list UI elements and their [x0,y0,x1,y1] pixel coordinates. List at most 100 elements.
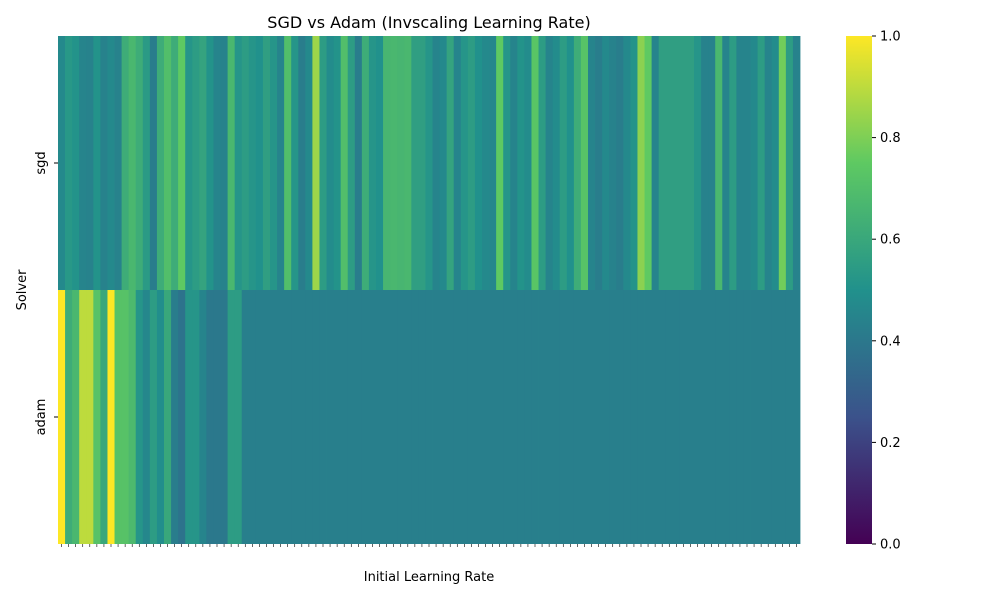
heatmap-cell-sgd-90 [694,36,702,290]
heatmap-cell-adam-71 [559,290,568,544]
heatmap-cell-sgd-76 [595,36,603,290]
heatmap-cell-adam-90 [694,290,702,544]
heatmap-cell-sgd-49 [404,36,412,290]
heatmap-cell-adam-9 [121,290,130,544]
heatmap-cell-adam-95 [729,290,737,544]
y-tick-label-adam: adam [34,399,49,436]
heatmap-cell-sgd-6 [100,36,108,290]
heatmap-cell-sgd-80 [623,36,631,290]
heatmap-cell-adam-55 [446,290,455,544]
heatmap-cell-sgd-4 [86,36,94,290]
heatmap-cell-sgd-30 [270,36,278,290]
heatmap-cell-sgd-42 [354,36,363,290]
heatmap-cell-adam-60 [482,290,490,544]
heatmap-cell-adam-23 [220,290,228,544]
heatmap-cell-adam-32 [284,290,292,544]
heatmap-cell-sgd-13 [149,36,158,290]
y-axis-label: Solver [15,269,30,311]
heatmap-cells [58,36,801,544]
heatmap-cell-sgd-51 [418,36,426,290]
heatmap-cell-adam-37 [319,290,327,544]
heatmap-cell-adam-29 [262,290,271,544]
heatmap-cell-adam-65 [517,290,525,544]
heatmap-cell-adam-42 [354,290,363,544]
heatmap-cell-sgd-72 [566,36,575,290]
heatmap-cell-sgd-74 [580,36,589,290]
heatmap-cell-adam-82 [637,290,645,544]
heatmap-cell-sgd-69 [545,36,554,290]
heatmap-cell-adam-15 [164,290,172,544]
heatmap-cell-sgd-1 [65,36,73,290]
heatmap-cell-adam-19 [192,290,200,544]
heatmap-cell-adam-53 [432,290,440,544]
heatmap-cell-sgd-21 [206,36,214,290]
heatmap-cell-sgd-75 [588,36,596,290]
heatmap-cell-adam-78 [609,290,617,544]
heatmap-cell-adam-35 [305,290,313,544]
colorbar-tick-label: 0.0 [880,538,901,553]
heatmap-cell-adam-52 [425,290,433,544]
heatmap-cell-sgd-35 [305,36,313,290]
heatmap-cell-sgd-20 [199,36,207,290]
heatmap-cell-adam-13 [149,290,158,544]
heatmap-cell-sgd-63 [503,36,511,290]
heatmap-cell-sgd-89 [686,36,695,290]
heatmap-cell-sgd-27 [248,36,257,290]
heatmap-cell-sgd-79 [616,36,624,290]
heatmap-cell-sgd-87 [672,36,681,290]
heatmap-cell-sgd-57 [460,36,469,290]
y-tick-label-sgd: sgd [34,151,49,174]
heatmap-cell-sgd-73 [573,36,582,290]
heatmap-cell-sgd-61 [489,36,497,290]
heatmap-cell-sgd-94 [722,36,730,290]
heatmap-cell-adam-33 [291,290,299,544]
heatmap-cell-sgd-9 [121,36,130,290]
colorbar-tick-label: 0.2 [880,436,901,451]
heatmap-cell-adam-41 [347,290,356,544]
heatmap-cell-adam-39 [333,290,342,544]
heatmap-cell-adam-18 [185,290,193,544]
heatmap-cell-adam-81 [630,290,638,544]
heatmap-cell-adam-72 [566,290,575,544]
heatmap-cell-adam-62 [496,290,504,544]
heatmap-cell-sgd-81 [630,36,638,290]
heatmap-cell-adam-17 [178,290,186,544]
heatmap-cell-adam-27 [248,290,257,544]
heatmap-cell-sgd-29 [262,36,271,290]
heatmap-cell-sgd-15 [164,36,172,290]
colorbar-ticks: 0.0 0.2 0.4 0.6 0.8 1.0 [872,30,901,553]
colorbar-tick-label: 0.4 [880,334,901,349]
heatmap-cell-sgd-45 [376,36,384,290]
heatmap-cell-adam-54 [439,290,448,544]
heatmap-cell-sgd-44 [368,36,377,290]
heatmap-cell-adam-70 [552,290,561,544]
heatmap-cell-adam-40 [340,290,349,544]
heatmap-cell-sgd-47 [390,36,398,290]
heatmap-cell-sgd-12 [142,36,151,290]
heatmap-cell-sgd-28 [255,36,264,290]
heatmap-cell-adam-20 [199,290,207,544]
heatmap-cell-adam-75 [588,290,596,544]
heatmap-cell-adam-7 [107,290,115,544]
heatmap-cell-sgd-65 [517,36,525,290]
heatmap-cell-sgd-2 [72,36,80,290]
heatmap-cell-sgd-24 [227,36,236,290]
heatmap-cell-sgd-7 [107,36,115,290]
heatmap-cell-sgd-41 [347,36,356,290]
heatmap-cell-sgd-32 [284,36,292,290]
heatmap-cell-sgd-54 [439,36,448,290]
heatmap-cell-sgd-77 [602,36,610,290]
heatmap-cell-adam-5 [93,290,101,544]
colorbar-tick-label: 0.8 [880,131,901,146]
heatmap-cell-adam-91 [701,290,709,544]
heatmap-cell-adam-51 [418,290,426,544]
heatmap-cell-adam-73 [573,290,582,544]
heatmap-cell-sgd-91 [701,36,709,290]
heatmap-cell-adam-104 [792,290,801,544]
heatmap-cell-adam-68 [538,290,546,544]
heatmap-cell-sgd-53 [432,36,440,290]
heatmap-cell-sgd-84 [651,36,660,290]
heatmap-cell-sgd-5 [93,36,101,290]
heatmap-cell-adam-0 [58,290,66,544]
